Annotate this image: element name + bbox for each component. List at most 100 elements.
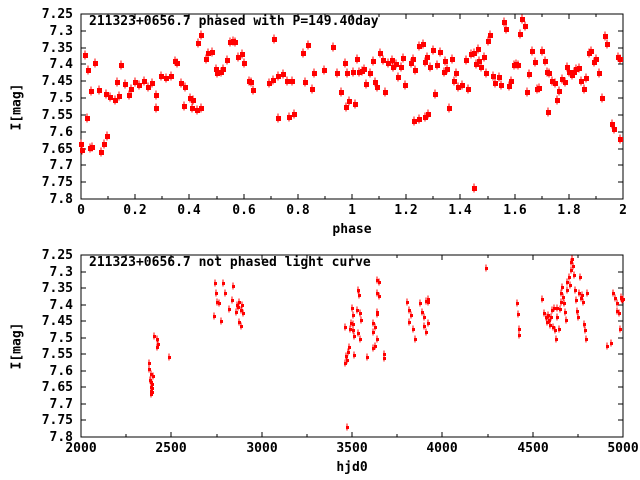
data-point <box>373 80 378 85</box>
data-point <box>553 81 558 86</box>
data-point <box>238 321 241 324</box>
data-point <box>156 338 159 341</box>
data-point <box>482 55 487 60</box>
data-point <box>423 325 426 328</box>
data-point <box>485 267 488 270</box>
unphased-y-tick-label: 7.8 <box>50 430 74 445</box>
data-point <box>533 60 538 65</box>
data-point <box>228 308 231 311</box>
data-point <box>553 307 556 310</box>
data-point <box>537 86 542 91</box>
data-point <box>117 94 122 99</box>
data-point <box>584 76 589 81</box>
data-point <box>530 49 535 54</box>
data-point <box>359 338 362 341</box>
data-point <box>219 70 224 75</box>
data-point <box>488 33 493 38</box>
data-point <box>563 302 566 305</box>
data-point <box>555 338 558 341</box>
data-point <box>204 57 209 62</box>
data-point <box>428 65 433 70</box>
data-point <box>242 312 245 315</box>
data-point <box>597 71 602 76</box>
data-point <box>348 346 351 349</box>
data-point <box>425 55 430 60</box>
data-point <box>190 106 195 111</box>
data-point <box>228 40 233 45</box>
phased-x-tick-label: 1.8 <box>557 203 581 218</box>
data-point <box>574 67 579 72</box>
phased-y-tick-label: 7.8 <box>50 192 74 207</box>
data-point <box>484 71 489 76</box>
data-point <box>450 57 455 62</box>
data-point <box>383 357 386 360</box>
unphased-plot: 2000 2500 3000 3500 4000 4500 5000 7.25 7.37.35 7… <box>42 248 639 456</box>
phased-data-points <box>79 14 623 193</box>
data-point <box>581 294 584 297</box>
data-point <box>347 351 350 354</box>
unphased-x-tick-label: 2500 <box>155 441 186 456</box>
data-point <box>154 106 159 111</box>
data-point <box>386 61 391 66</box>
data-point <box>215 292 218 295</box>
data-point <box>222 282 225 285</box>
data-point <box>339 90 344 95</box>
data-point <box>406 301 409 304</box>
data-point <box>423 60 428 65</box>
data-point <box>610 122 615 127</box>
data-point <box>527 72 532 77</box>
data-point <box>360 319 363 322</box>
data-point <box>603 34 608 39</box>
data-point <box>306 43 311 48</box>
data-point <box>231 299 234 302</box>
data-point <box>560 292 563 295</box>
data-point <box>137 83 142 88</box>
data-point <box>343 61 348 66</box>
data-point <box>476 47 481 52</box>
data-point <box>376 338 379 341</box>
phased-yaxis-label: I[mag] <box>9 83 25 131</box>
unphased-data-points <box>148 255 625 431</box>
data-point <box>241 304 244 307</box>
data-point <box>378 295 381 298</box>
data-point <box>550 79 555 84</box>
phased-y-tick-label: 7.25 <box>42 7 73 22</box>
data-point <box>381 58 386 63</box>
data-point <box>240 309 243 312</box>
phased-x-tick-label: 1.2 <box>394 203 417 218</box>
data-point <box>618 137 623 142</box>
phased-x-tick-label: 0 <box>77 203 85 218</box>
data-point <box>556 307 559 310</box>
data-point <box>383 90 388 95</box>
data-point <box>410 314 413 317</box>
data-point <box>445 67 450 72</box>
data-point <box>218 302 221 305</box>
data-point <box>378 51 383 56</box>
data-point <box>285 79 290 84</box>
data-point <box>426 112 431 117</box>
data-point <box>146 85 151 90</box>
data-point <box>516 63 521 68</box>
data-point <box>571 258 574 261</box>
data-point <box>344 362 347 365</box>
data-point <box>356 309 359 312</box>
data-point <box>563 80 568 85</box>
data-point <box>518 334 521 337</box>
data-point <box>375 85 380 90</box>
data-point <box>199 106 204 111</box>
phased-plot: 0 0.2 0.4 0.6 0.8 1 1.2 1.4 1.6 1.8 27.257.37.357.… <box>42 7 627 218</box>
data-point <box>497 75 502 80</box>
data-point <box>344 105 349 110</box>
data-point <box>79 142 84 147</box>
data-point <box>129 87 134 92</box>
data-point <box>89 89 94 94</box>
data-point <box>466 87 471 92</box>
phased-y-tick-label: 7.45 <box>42 74 73 89</box>
data-point <box>403 83 408 88</box>
data-point <box>486 39 491 44</box>
data-point <box>345 71 350 76</box>
data-point <box>281 72 286 77</box>
data-point <box>213 315 216 318</box>
data-point <box>372 331 375 334</box>
data-point <box>576 310 579 313</box>
